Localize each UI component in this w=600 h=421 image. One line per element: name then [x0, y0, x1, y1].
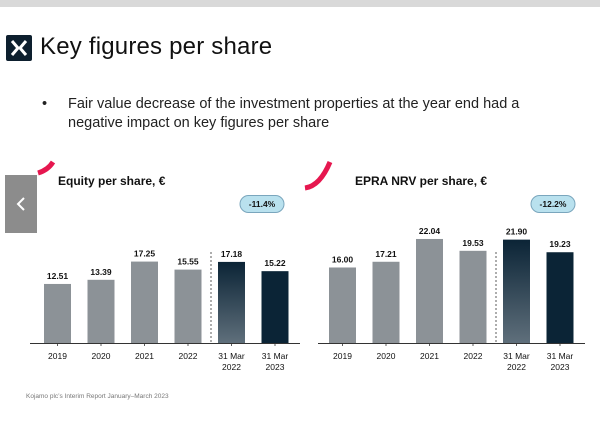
bar: [372, 261, 400, 343]
bar: [546, 252, 574, 343]
data-label: 15.22: [264, 258, 286, 268]
data-label: 17.18: [221, 249, 243, 259]
chart-title: Equity per share, €: [58, 174, 166, 188]
data-label: 22.04: [419, 226, 441, 236]
bar: [416, 238, 443, 343]
category-label: 2022: [464, 351, 483, 361]
bar: [329, 267, 356, 343]
data-label: 13.39: [90, 267, 112, 277]
bar: [261, 271, 289, 343]
category-label: 2020: [92, 351, 111, 361]
category-label: 2022: [179, 351, 198, 361]
slide: Key figures per share Fair value decreas…: [0, 7, 600, 421]
category-label: 2019: [48, 351, 67, 361]
change-badge: [530, 195, 576, 213]
data-label: 21.90: [506, 227, 528, 237]
footer-text: Kojamo plc’s Interim Report January–Marc…: [26, 393, 169, 400]
equity-per-share-chart: Equity per share, € 12.51 2019 13.39 2020 17…: [30, 160, 300, 372]
change-badge: [239, 195, 285, 213]
bar: [44, 283, 71, 343]
category-label: 2021: [135, 351, 154, 361]
category-label: 31 Mar 2022: [218, 351, 245, 372]
bar: [174, 269, 202, 343]
accent-arc: [37, 160, 56, 176]
data-label: 16.00: [332, 254, 354, 264]
data-label: 15.55: [177, 257, 199, 267]
data-label: 19.23: [549, 239, 571, 249]
data-label: 17.25: [134, 249, 156, 259]
chevron-left-icon: [16, 197, 25, 211]
category-label: 2021: [420, 351, 439, 361]
change-badge-label: -11.4%: [249, 199, 276, 209]
bar: [459, 250, 487, 343]
bullet-item: Fair value decrease of the investment pr…: [42, 95, 562, 133]
change-badge-label: -12.2%: [540, 199, 567, 209]
bar: [218, 261, 245, 343]
bar: [87, 279, 115, 343]
data-label: 19.53: [462, 238, 484, 248]
category-label: 2020: [377, 351, 396, 361]
category-label: 31 Mar 2022: [503, 351, 530, 372]
accent-arc: [304, 161, 333, 191]
bar: [131, 261, 158, 343]
data-label: 17.21: [375, 249, 397, 259]
data-label: 12.51: [47, 271, 69, 281]
slide-title: Key figures per share: [40, 33, 273, 60]
kojamo-logo-icon: [6, 35, 32, 61]
category-label: 2019: [333, 351, 352, 361]
chart-title: EPRA NRV per share, €: [355, 174, 487, 188]
bullet-list: Fair value decrease of the investment pr…: [42, 95, 562, 133]
category-label: 31 Mar 2023: [262, 351, 289, 372]
category-label: 31 Mar 2023: [547, 351, 574, 372]
bar: [503, 239, 530, 343]
previous-slide-button[interactable]: [5, 175, 37, 233]
epra-nrv-per-share-chart: EPRA NRV per share, € 16.00 2019 17.21 2020…: [304, 161, 585, 372]
